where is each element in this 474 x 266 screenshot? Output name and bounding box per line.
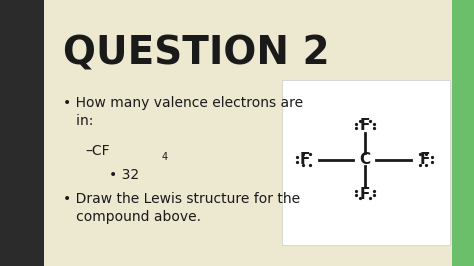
Text: F: F (419, 152, 430, 167)
FancyBboxPatch shape (282, 80, 450, 245)
Text: • 32: • 32 (109, 168, 139, 182)
Text: F: F (360, 187, 370, 202)
FancyBboxPatch shape (0, 0, 44, 266)
Text: • Draw the Lewis structure for the
   compound above.: • Draw the Lewis structure for the compo… (63, 192, 300, 224)
Text: C: C (359, 152, 370, 167)
Text: –CF: –CF (86, 144, 110, 158)
Text: F: F (360, 118, 370, 132)
Text: F: F (300, 152, 310, 167)
Text: QUESTION 2: QUESTION 2 (63, 35, 329, 73)
Text: • How many valence electrons are
   in:: • How many valence electrons are in: (63, 96, 303, 128)
Text: 4: 4 (162, 152, 168, 162)
FancyBboxPatch shape (452, 0, 474, 266)
